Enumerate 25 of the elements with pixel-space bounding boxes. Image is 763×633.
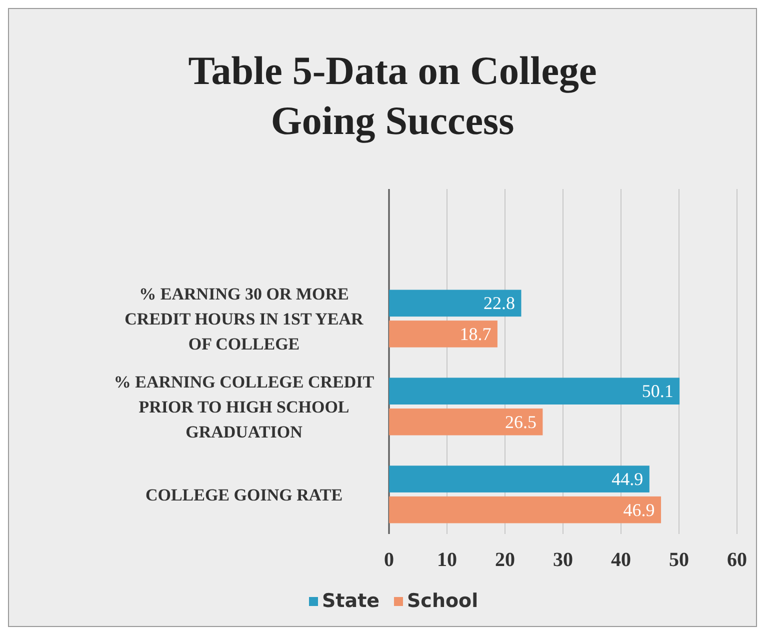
x-tick-label: 10	[437, 549, 457, 571]
data-label: 26.5	[504, 412, 536, 432]
x-tick-label: 40	[611, 549, 631, 571]
data-label: 46.9	[623, 500, 655, 520]
x-tick-label: 50	[669, 549, 689, 571]
x-tick-label: 20	[495, 549, 515, 571]
y-tick-label: % EARNING COLLEGE CREDIT PRIOR TO HIGH SCHOOL GRADUATION	[114, 372, 375, 442]
bar	[389, 466, 650, 492]
bar	[389, 290, 522, 317]
bar	[389, 408, 543, 436]
bar	[389, 320, 498, 348]
y-tick-label: COLLEGE GOING RATE	[145, 485, 343, 504]
x-tick-label: 30	[553, 549, 573, 571]
chart-title: Table 5-Data on College Going Success	[188, 48, 597, 143]
y-tick-label: % EARNING 30 OR MORE CREDIT HOURS IN 1ST YEAR OF COLLEGE	[124, 284, 364, 354]
x-tick-label: 0	[384, 549, 394, 571]
x-tick-label: 60	[727, 549, 747, 571]
bar	[389, 378, 680, 404]
legend-label: School	[407, 590, 478, 612]
data-label: 44.9	[612, 469, 644, 490]
data-label: 50.1	[642, 381, 674, 402]
data-label: 18.7	[460, 324, 492, 344]
data-label: 22.8	[483, 293, 515, 314]
legend-label: State	[322, 590, 380, 612]
bar	[389, 496, 662, 524]
